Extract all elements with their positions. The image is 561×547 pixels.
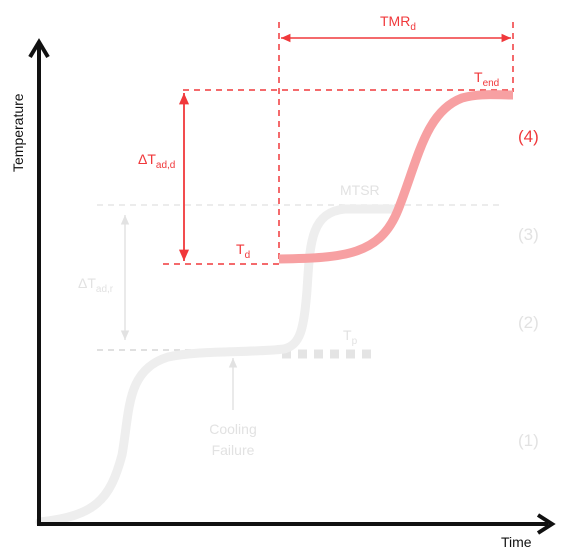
mtsr-label: MTSR: [340, 182, 380, 198]
runaway-temperature-curve: [278, 90, 514, 264]
x-axis-arrowhead: [536, 513, 556, 535]
dtad-r-label: ΔTad,r: [78, 275, 114, 295]
tp-label: Tp: [343, 327, 358, 347]
td-label: Td: [236, 241, 250, 261]
cooling-failure-label-line2: Failure: [212, 442, 255, 458]
stage-4-label: (4): [518, 127, 539, 146]
dtad-d-label: ΔTad,d: [138, 151, 175, 171]
y-axis-arrowhead: [28, 38, 50, 59]
stage-2-label: (2): [518, 313, 539, 332]
tmr-label: TMRd: [380, 13, 416, 33]
tend-label: Tend: [474, 69, 499, 89]
stage-3-label: (3): [518, 225, 539, 244]
y-axis-label: Temperature: [10, 93, 26, 172]
stage-1-label: (1): [518, 431, 539, 450]
x-axis-label: Time: [501, 534, 532, 547]
cooling-failure-label-line1: Cooling: [209, 421, 256, 437]
process-temperature-curve: [35, 204, 397, 527]
